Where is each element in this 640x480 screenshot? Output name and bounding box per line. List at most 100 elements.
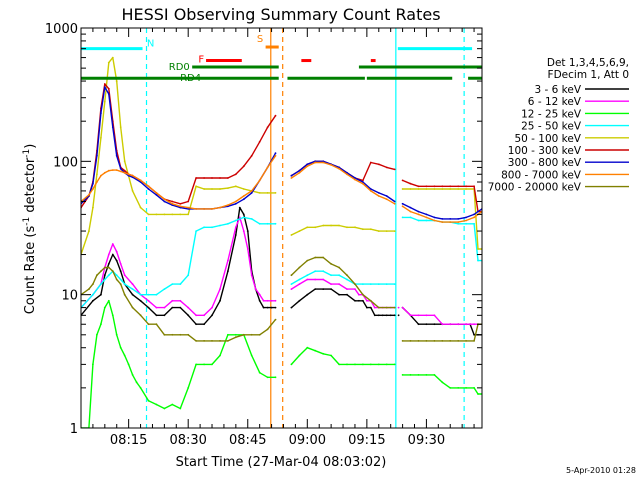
series-2-point bbox=[449, 387, 452, 389]
series-8-point bbox=[314, 256, 317, 259]
series-3-point bbox=[477, 259, 479, 262]
series-2-point bbox=[163, 407, 166, 410]
series-3-point bbox=[314, 270, 317, 273]
series-1-point bbox=[111, 243, 114, 245]
footer-timestamp: 5-Apr-2010 01:28 bbox=[566, 466, 636, 475]
series-8-point bbox=[123, 293, 126, 296]
series-3-point bbox=[139, 293, 142, 296]
series-3-point bbox=[227, 222, 229, 225]
series-2-point bbox=[385, 363, 388, 366]
y-tick-label: 1000 bbox=[45, 22, 78, 37]
series-6-point bbox=[362, 181, 364, 183]
series-2-point bbox=[425, 374, 428, 376]
series-5-point bbox=[227, 177, 229, 179]
series-5-point bbox=[465, 185, 467, 188]
series-0-point bbox=[274, 306, 277, 309]
series-4-point bbox=[290, 234, 293, 236]
series-3-point bbox=[103, 278, 106, 281]
series-7-point bbox=[203, 208, 206, 210]
series-3-point bbox=[409, 216, 412, 219]
series-8-point bbox=[465, 340, 467, 342]
series-1-point bbox=[409, 314, 412, 317]
series-1-point bbox=[219, 288, 221, 290]
series-2-point bbox=[92, 363, 94, 366]
series-7-point bbox=[92, 188, 94, 190]
series-1-point bbox=[250, 274, 253, 277]
series-8-point bbox=[346, 274, 348, 277]
series-2-point bbox=[250, 354, 253, 357]
series-4-point bbox=[362, 228, 364, 231]
x-tick-label: 09:15 bbox=[348, 433, 385, 448]
series-1-point bbox=[298, 283, 301, 285]
series-6-point bbox=[92, 182, 94, 185]
series-6 bbox=[81, 86, 482, 220]
series-6-point bbox=[385, 195, 388, 197]
series-1-point bbox=[195, 314, 198, 317]
series-4-point bbox=[107, 61, 110, 64]
x-tick-label: 08:30 bbox=[169, 433, 206, 448]
series-4-point bbox=[258, 192, 261, 194]
series-4-point bbox=[119, 126, 122, 129]
series-4-point bbox=[354, 226, 356, 229]
series-6-point bbox=[417, 210, 420, 213]
series-6-point bbox=[100, 112, 102, 114]
series-0-point bbox=[163, 314, 166, 317]
series-3-point bbox=[115, 274, 118, 277]
series-5-point bbox=[123, 169, 126, 172]
legend-label: 12 - 25 keV bbox=[521, 108, 582, 120]
series-1-point bbox=[227, 259, 229, 262]
series-6-point bbox=[242, 198, 245, 201]
series-3-point bbox=[147, 293, 150, 296]
series-0-point bbox=[219, 299, 221, 302]
series-7-point bbox=[123, 171, 126, 174]
series-2-point bbox=[346, 363, 348, 366]
series-2-point bbox=[234, 333, 237, 336]
series-7-point bbox=[369, 190, 372, 192]
series-5-point bbox=[473, 185, 475, 188]
series-8-point bbox=[147, 323, 150, 326]
series-8-point bbox=[362, 293, 364, 296]
series-2-point bbox=[354, 363, 356, 366]
series-0-point bbox=[171, 306, 174, 309]
x-tick-label: 08:45 bbox=[229, 433, 266, 448]
series-0-point bbox=[322, 288, 325, 290]
series-2-point bbox=[409, 374, 412, 376]
series-8-point bbox=[100, 270, 102, 273]
series-5-point bbox=[409, 182, 412, 185]
series-8-point bbox=[369, 299, 372, 302]
series-2-point bbox=[393, 363, 396, 366]
series-8-point bbox=[433, 340, 436, 342]
series-5-point bbox=[266, 126, 269, 129]
series-0-point bbox=[338, 293, 340, 296]
series-4-point bbox=[155, 213, 158, 216]
series-7-point bbox=[377, 195, 380, 197]
series-5-point bbox=[211, 177, 213, 179]
series-7-point bbox=[107, 169, 110, 172]
series-7-point bbox=[314, 161, 317, 164]
x-tick-label: 09:00 bbox=[289, 433, 326, 448]
series-7-point bbox=[298, 171, 301, 174]
series-0-point bbox=[354, 299, 356, 302]
series-8-point bbox=[250, 333, 253, 336]
series-0-point bbox=[258, 299, 261, 302]
series-4-point bbox=[306, 226, 309, 229]
series-0-point bbox=[389, 314, 392, 317]
series-7-point bbox=[111, 169, 114, 172]
series-7-point bbox=[274, 154, 277, 157]
series-2-point bbox=[203, 363, 206, 366]
series-1-point bbox=[330, 283, 332, 285]
flag-label-f: F bbox=[198, 55, 204, 66]
plot-frame bbox=[80, 27, 483, 429]
series-4-point bbox=[477, 248, 479, 250]
series-4-point bbox=[385, 230, 388, 233]
series-8-point bbox=[115, 278, 118, 281]
series-0-point bbox=[330, 288, 332, 290]
series-4-point bbox=[139, 206, 142, 209]
series-6-point bbox=[163, 200, 166, 203]
series-2-point bbox=[266, 376, 269, 379]
y-axis-label-main: Count Rate (s bbox=[23, 226, 38, 315]
series-2-point bbox=[131, 374, 134, 376]
series-8-point bbox=[96, 274, 98, 277]
series-8-point bbox=[401, 340, 404, 342]
series-4-point bbox=[147, 213, 150, 216]
